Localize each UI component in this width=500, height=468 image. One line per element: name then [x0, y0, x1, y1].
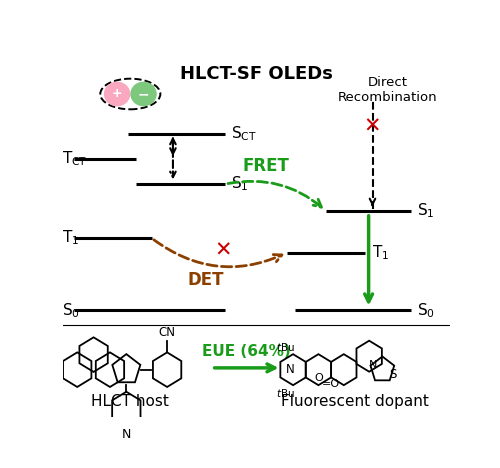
Text: +: +: [112, 88, 122, 101]
Text: O: O: [314, 373, 323, 383]
Text: $\mathrm{S_{CT}}$: $\mathrm{S_{CT}}$: [231, 124, 257, 143]
Text: HLCT-SF OLEDs: HLCT-SF OLEDs: [180, 65, 332, 83]
Text: $\mathrm{T_1}$: $\mathrm{T_1}$: [62, 229, 80, 248]
Text: S: S: [389, 368, 396, 381]
Text: =O: =O: [322, 379, 340, 388]
Text: DET: DET: [188, 271, 224, 289]
Text: EUE (64%): EUE (64%): [202, 344, 291, 359]
Text: HLCT host: HLCT host: [92, 394, 169, 409]
Text: Direct
Recombination: Direct Recombination: [338, 76, 438, 104]
Text: Fluorescent dopant: Fluorescent dopant: [281, 394, 429, 409]
Text: −: −: [138, 87, 149, 101]
Text: FRET: FRET: [242, 157, 290, 175]
Text: $\mathrm{S_0}$: $\mathrm{S_0}$: [62, 301, 80, 320]
Text: $\mathrm{T_{CT}}$: $\mathrm{T_{CT}}$: [62, 149, 88, 168]
Circle shape: [104, 82, 130, 106]
Text: CN: CN: [158, 326, 176, 339]
Text: N: N: [286, 363, 294, 376]
Text: $\mathrm{S_0}$: $\mathrm{S_0}$: [417, 301, 435, 320]
Text: $\mathrm{S_1}$: $\mathrm{S_1}$: [231, 175, 248, 193]
Text: $\mathrm{S_1}$: $\mathrm{S_1}$: [417, 202, 434, 220]
Text: ✕: ✕: [364, 117, 382, 137]
Text: ✕: ✕: [214, 241, 232, 261]
Text: N: N: [370, 360, 378, 370]
Text: $\mathrm{T_1}$: $\mathrm{T_1}$: [372, 243, 390, 262]
Text: $\mathit{t}$Bu: $\mathit{t}$Bu: [276, 341, 295, 352]
Text: $\mathit{t}$Bu: $\mathit{t}$Bu: [276, 387, 295, 399]
Text: N: N: [122, 428, 131, 441]
Circle shape: [131, 82, 156, 106]
